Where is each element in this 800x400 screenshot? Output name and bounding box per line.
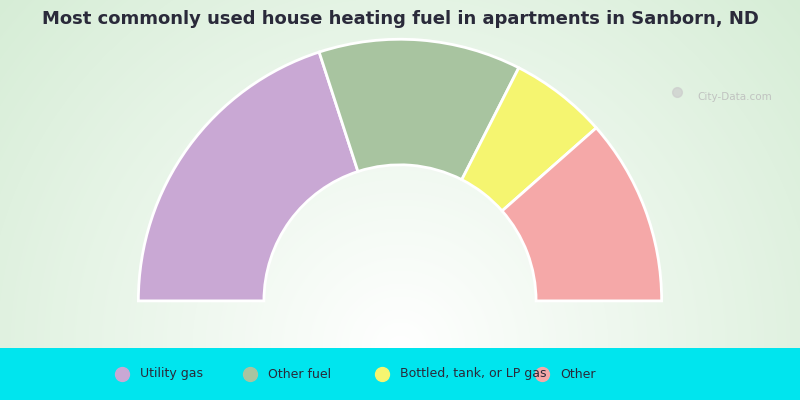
Text: Other fuel: Other fuel — [268, 368, 331, 380]
Text: Bottled, tank, or LP gas: Bottled, tank, or LP gas — [400, 368, 546, 380]
Wedge shape — [319, 39, 518, 180]
Text: City-Data.com: City-Data.com — [698, 92, 772, 102]
Wedge shape — [502, 128, 662, 301]
Wedge shape — [138, 52, 358, 301]
Text: Other: Other — [560, 368, 595, 380]
Text: Utility gas: Utility gas — [140, 368, 203, 380]
Text: Most commonly used house heating fuel in apartments in Sanborn, ND: Most commonly used house heating fuel in… — [42, 10, 758, 28]
Wedge shape — [462, 68, 596, 211]
